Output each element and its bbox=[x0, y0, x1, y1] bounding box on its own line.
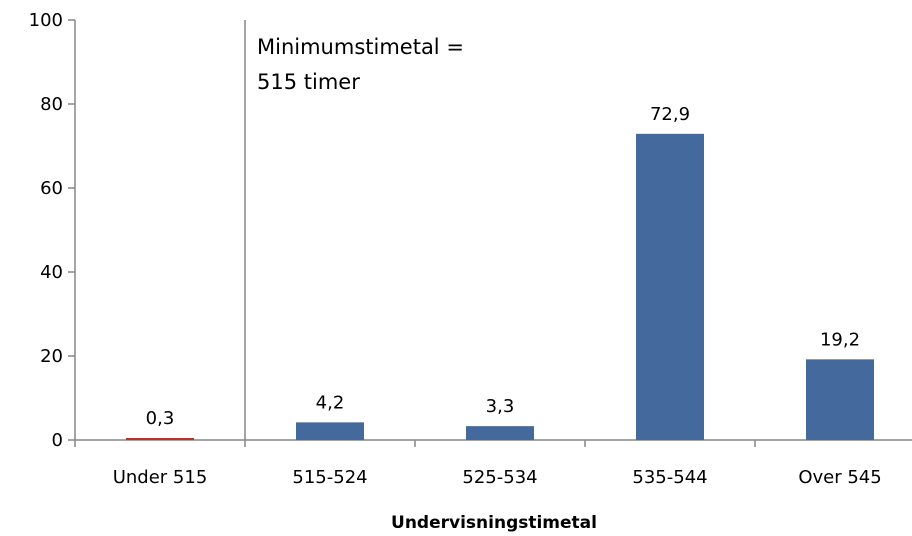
x-tick-label: 515-524 bbox=[292, 467, 367, 488]
data-label: 19,2 bbox=[820, 329, 860, 350]
x-tick-label: 525-534 bbox=[462, 467, 537, 488]
y-tick-label: 100 bbox=[29, 10, 63, 31]
y-tick-label: 80 bbox=[40, 94, 63, 115]
annotation-line-2: 515 timer bbox=[257, 70, 360, 94]
bar bbox=[126, 438, 194, 440]
bars bbox=[126, 133, 874, 440]
x-tick-label: 535-544 bbox=[632, 467, 707, 488]
y-tick-label: 20 bbox=[40, 346, 63, 367]
x-axis-title: Undervisningstimetal bbox=[391, 513, 597, 533]
data-label: 72,9 bbox=[650, 104, 690, 125]
data-label: 3,3 bbox=[486, 396, 515, 417]
bar bbox=[636, 133, 704, 440]
data-labels: 0,3 4,2 3,3 72,9 19,2 bbox=[146, 104, 860, 429]
y-tick-label: 60 bbox=[40, 178, 63, 199]
bar bbox=[466, 426, 534, 440]
data-label: 4,2 bbox=[316, 392, 345, 413]
bar bbox=[806, 359, 874, 440]
x-tick-label: Over 545 bbox=[798, 467, 881, 488]
x-axis-ticks: Under 515 515-524 525-534 535-544 Over 545 bbox=[74, 440, 882, 488]
x-tick-label: Under 515 bbox=[113, 467, 208, 488]
bar bbox=[296, 422, 364, 440]
y-tick-label: 0 bbox=[52, 430, 63, 451]
annotation-line-1: Minimumstimetal = bbox=[257, 35, 464, 59]
y-axis-ticks: 0 20 40 60 80 100 bbox=[29, 10, 75, 451]
data-label: 0,3 bbox=[146, 408, 175, 429]
y-tick-label: 40 bbox=[40, 262, 63, 283]
